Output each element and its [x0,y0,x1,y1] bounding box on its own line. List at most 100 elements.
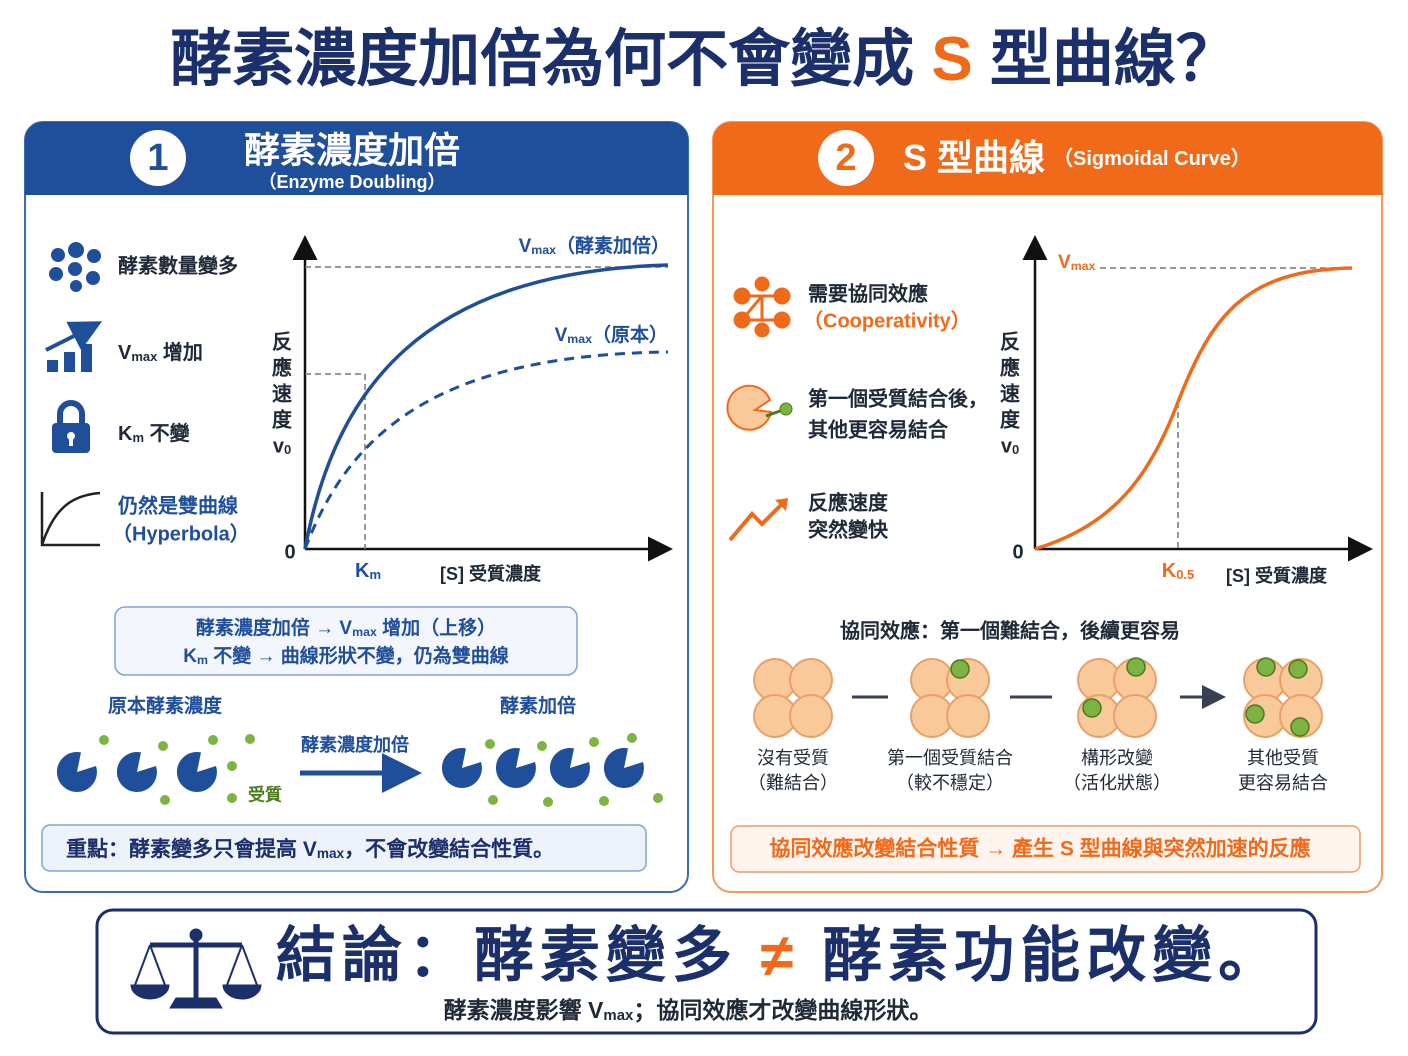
substrate [208,735,218,745]
t: 不變 → 曲線形狀不變，仍為雙曲線 [208,644,509,667]
substrate [227,761,237,771]
y-label: 速 [272,382,292,405]
feature: 仍然是雙曲線 [117,493,238,517]
t: 酵素濃度加倍為何不會變成 [170,25,931,94]
substrate [485,739,495,749]
label: 酵素加倍 [500,694,576,717]
badge: 2 [835,137,856,179]
label: 受質 [248,784,282,804]
t: V [118,342,132,364]
step-label: （較不穩定） [896,773,1004,793]
step-label: 構形改變 [1081,748,1153,768]
step-label: 沒有受質 [757,748,829,768]
t: ≠ [761,922,800,989]
t: ，不會改變結合性質。 [344,837,554,861]
panel-1: 1 酵素濃度加倍 （Enzyme Doubling） 酵素數量變多 Vmax 增… [24,121,688,893]
t: （酵素加倍） [556,234,670,257]
substrate [653,793,663,803]
feature: 第一個受質結合後， [808,386,988,410]
step-label: （活化狀態） [1063,773,1171,793]
feature: Vmax 增加 [118,340,203,364]
substrate [1082,698,1102,718]
t: 酵素濃度影響 V [444,997,604,1023]
t: V [1058,252,1071,273]
t: 不變 [144,421,191,445]
t: 酵素濃度加倍 → V [196,616,353,639]
x-marker: Km [355,560,381,582]
label: 酵素濃度加倍 [301,734,409,755]
y-label: 度 [1000,407,1021,431]
t: max [531,243,556,257]
feature: （Hyperbola） [112,522,250,545]
t: 酵素功能改變。 [799,922,1284,989]
y-label-sub: 0 [284,442,291,457]
step-label: （難結合） [748,773,838,793]
panel-subtitle: （Enzyme Doubling） [258,172,445,192]
t: K [118,423,133,445]
substrate [488,795,498,805]
summary: 酵素濃度加倍 → Vmax 增加（上移） [196,616,496,639]
step-label: 其他受質 [1247,748,1319,768]
curve-label: Vmax（酵素加倍） [519,234,670,257]
subunit [946,694,990,738]
y-label: 度 [272,407,293,431]
t: 0.5 [1176,567,1194,582]
substrate [1288,659,1308,679]
curve-label: Vmax [1058,252,1096,273]
feature: 反應速度 [808,490,889,514]
conclusion-title: 結論：酵素變多 ≠ 酵素功能改變。 [276,922,1284,989]
y-label-sub: 0 [1012,442,1019,457]
step-label: 更容易結合 [1238,773,1328,793]
substrate [1126,657,1146,677]
t: 結論：酵素變多 [276,922,761,989]
panel-2: 2 S 型曲線 （Sigmoidal Curve） 需要協同效應 （Coopera… [712,121,1382,893]
t: max [131,349,158,364]
substrate [543,797,553,807]
t: max [603,1007,634,1024]
x-label: [S] 受質濃度 [440,563,542,584]
curve-label: Vmax（原本） [555,323,668,346]
key-point: 協同效應改變結合性質 → 產生 S 型曲線與突然加速的反應 [769,837,1310,861]
y-label: 應 [1000,355,1020,379]
y-label: 反 [1000,330,1020,353]
page-title: 酵素濃度加倍為何不會變成 S 型曲線？ [170,25,1238,94]
feature: 突然變快 [808,517,889,541]
process-title: 協同效應：第一個難結合，後續更容易 [840,618,1180,642]
t: m [369,567,381,582]
t: K [355,560,370,582]
feature: 其他更容易結合 [808,417,949,441]
feature: Km 不變 [118,421,191,445]
feature: （Cooperativity） [803,309,971,332]
subunit [1113,694,1157,738]
subunit [789,694,833,738]
enzyme [549,747,590,788]
enzyme [441,747,482,788]
t: 重點：酵素變多只會提高 V [66,837,317,861]
conclusion-subtitle: 酵素濃度影響 Vmax；協同效應才改變曲線形狀。 [444,997,933,1024]
t: m [132,430,144,445]
t: S 型曲線 [903,137,1045,178]
substrate [227,793,237,803]
substrate [158,741,168,751]
substrate [99,735,109,745]
enzyme [176,751,217,792]
x-marker: K0.5 [1162,560,1195,582]
y-label: 速 [1000,382,1020,405]
step-label: 第一個受質結合 [887,748,1013,768]
enzyme [603,747,644,788]
substrate [1245,704,1265,724]
t: m [197,653,208,667]
t: （Sigmoidal Curve） [1053,147,1251,170]
t: 型曲線？ [973,25,1238,94]
t: V [555,325,568,346]
t: 增加（上移） [377,616,496,639]
substrate [627,733,637,743]
substrate [1256,657,1276,677]
substrate [950,659,970,679]
t: max [317,846,345,861]
t: 增加 [157,340,203,364]
summary: Km 不變 → 曲線形狀不變，仍為雙曲線 [183,644,509,667]
